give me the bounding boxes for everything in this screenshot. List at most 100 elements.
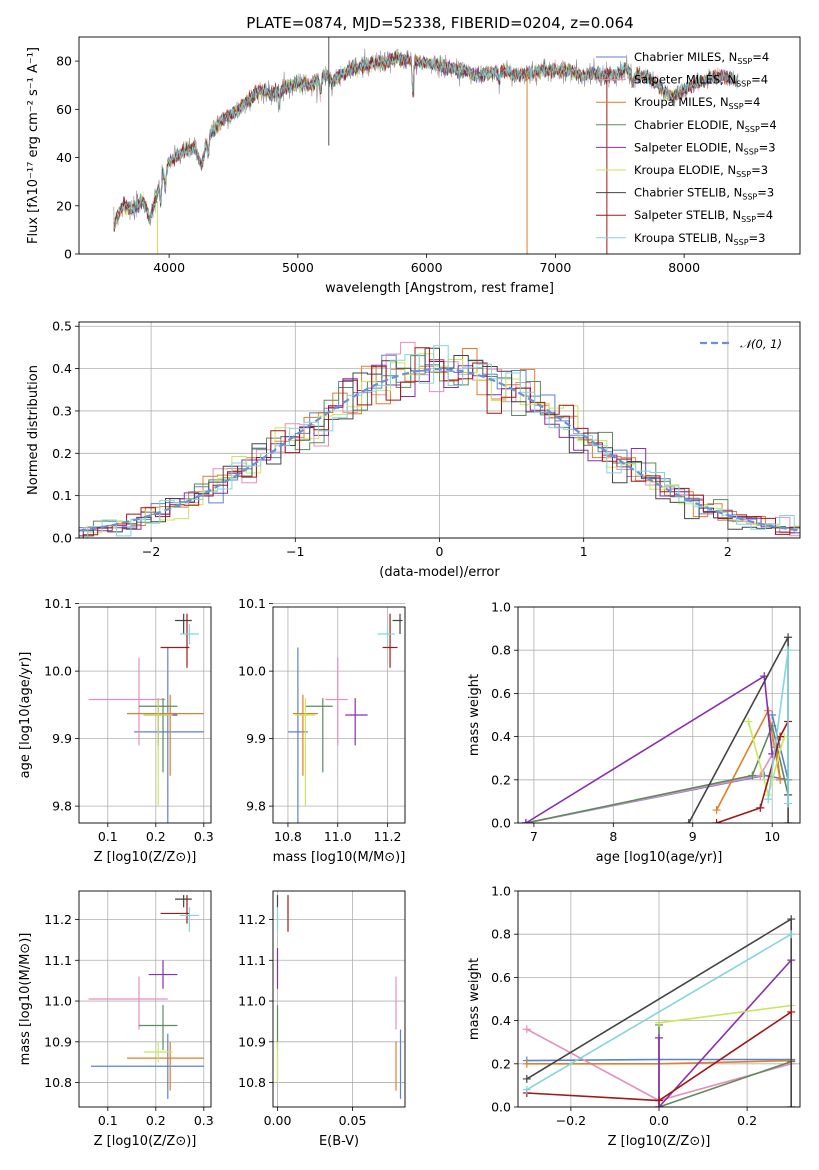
errorbar-salpeter-miles (325, 657, 348, 746)
legend-label-tail: =4 (756, 208, 773, 222)
legend-label-text: Kroupa MILES, N (634, 95, 729, 109)
y-tick-label: 0.4 (491, 729, 511, 744)
y-tick-label: 10.0 (238, 664, 266, 679)
legend-label-sub: SSP (729, 102, 744, 111)
plot-area-mass-vs-Z (88, 895, 204, 1099)
ticks-age-vs-Z: 0.1 0.2 0.3 9.8 9.9 10.0 10.1 (44, 596, 214, 844)
y-tick-label: 0.8 (491, 927, 511, 942)
plot-area-residuals (79, 341, 800, 538)
histogram-kroupa-stelib (87, 345, 800, 538)
x-axis-label: wavelength [Angstrom, rest frame] (325, 281, 554, 296)
plot-area-age-vs-mass (287, 613, 403, 823)
x-tick-label: −1 (286, 544, 304, 559)
x-tick-label: 0.1 (98, 829, 118, 844)
legend-label-sub: SSP (744, 147, 759, 156)
axes-spectrum: 4000 5000 6000 7000 8000 0 20 40 60 80 wavelength … (26, 36, 801, 296)
y-tick-label: 0.2 (491, 1056, 511, 1071)
errorbar-salpeter-miles (88, 657, 166, 746)
y-tick-label: 10.8 (44, 1075, 72, 1090)
legend-label-tail: =4 (760, 118, 777, 132)
residuals-legend: 𝒩(0, 1) (700, 337, 782, 351)
axes-weight-vs-Z: −0.2 0.0 0.2 0.0 0.2 0.4 0.6 0.8 1.0 Z [log10(Z/Z… (467, 884, 801, 1149)
y-tick-label: 20 (56, 198, 72, 213)
legend-label-chabrier-elodie: Chabrier ELODIE, NSSP=4 (634, 118, 777, 134)
y-axis-label: Flux [fλ10⁻¹⁷ erg cm⁻² s⁻¹ A⁻¹] (26, 47, 41, 244)
x-tick-label: 0.00 (264, 1113, 292, 1128)
weight-line (715, 708, 781, 811)
y-tick-label: 0.2 (491, 772, 511, 787)
errorbar-kroupa-stelib (377, 623, 396, 645)
y-tick-label: 0.5 (52, 319, 72, 334)
x-tick-label: 11.0 (324, 829, 352, 844)
model-line-kroupa-stelib (113, 55, 739, 230)
weight-point (784, 633, 793, 642)
errorbar-chabrier-miles (91, 1033, 204, 1099)
axes-frame (78, 890, 212, 1108)
weight-point (712, 806, 721, 815)
x-tick-label: 0.2 (737, 1113, 757, 1128)
errorbar-kroupa-stelib (179, 623, 199, 645)
x-tick-label: 8000 (668, 260, 700, 275)
x-tick-label: 0.0 (649, 1113, 669, 1128)
weight-point (756, 803, 765, 812)
legend-label-tail: =4 (752, 50, 769, 64)
weight-point (684, 819, 693, 823)
legend-label-text: Chabrier MILES, N (634, 50, 737, 64)
weight-series-kroupa-stelib (522, 930, 796, 1094)
legend-label-tail: =3 (751, 163, 768, 177)
x-tick-label: 4000 (153, 260, 185, 275)
legend-label-sub: SSP (736, 80, 751, 89)
ticks-residuals: −2 −1 0 1 2 0.0 0.1 0.2 0.3 0.4 0.5 (52, 319, 732, 559)
errorbar-kroupa-elodie (143, 698, 173, 807)
y-tick-label: 10.1 (44, 596, 72, 611)
y-tick-label: 10.9 (44, 1034, 72, 1049)
histogram-chabrier-stelib (79, 347, 800, 538)
legend-label-normal: 𝒩(0, 1) (740, 337, 782, 351)
errorbar-salpeter-elodie (345, 698, 368, 746)
y-axis-label: mass weight (467, 674, 482, 756)
y-tick-label: 0.6 (491, 686, 511, 701)
x-axis-label: mass [log10(M/M⊙)] (273, 850, 406, 865)
x-tick-label: 6000 (411, 260, 443, 275)
ticks-spectrum: 4000 5000 6000 7000 8000 0 20 40 60 80 (56, 54, 700, 275)
ticks-age-vs-mass: 10.8 11.0 11.2 9.8 9.9 10.0 10.1 (238, 596, 401, 844)
x-tick-label: 0.2 (146, 1113, 166, 1128)
legend-label-kroupa-stelib: Kroupa STELIB, NSSP=3 (634, 231, 765, 247)
y-tick-label: 1.0 (491, 600, 511, 615)
errorbar-salpeter-miles (88, 976, 168, 1030)
legend-label-tail: =4 (751, 73, 768, 87)
y-tick-label: 10.1 (238, 596, 266, 611)
y-tick-label: 10.9 (238, 1034, 266, 1049)
errorbar-kroupa-stelib (179, 907, 199, 932)
weight-point (521, 819, 530, 823)
weight-series-kroupa-stelib (764, 646, 793, 808)
errorbar-chabrier-elodie (305, 698, 333, 773)
ticks-weight-vs-age: 7 8 9 10 0.0 0.2 0.4 0.6 0.8 1.0 (491, 600, 780, 845)
plot-area-weight-vs-age (521, 633, 793, 823)
model-line-salpeter-stelib (113, 53, 739, 232)
y-tick-label: 9.9 (52, 731, 72, 746)
legend-label-tail: =4 (744, 95, 761, 109)
legend-label-tail: =3 (749, 231, 766, 245)
errorbar-chabrier-stelib (175, 613, 192, 634)
y-tick-label: 0.1 (52, 488, 72, 503)
y-tick-label: 9.9 (246, 731, 266, 746)
y-tick-label: 0.4 (52, 361, 72, 376)
x-tick-label: 9 (689, 829, 697, 844)
legend-label-kroupa-miles: Kroupa MILES, NSSP=4 (634, 95, 760, 111)
ticks-mass-vs-Z: 0.1 0.2 0.3 10.8 10.9 11.0 11.1 11.2 (44, 912, 214, 1128)
y-tick-label: 9.8 (246, 799, 266, 814)
ticks-weight-vs-Z: −0.2 0.0 0.2 0.0 0.2 0.4 0.6 0.8 1.0 (491, 884, 757, 1129)
x-axis-label: Z [log10(Z/Z⊙)] (94, 1134, 197, 1149)
y-tick-label: 10.0 (44, 664, 72, 679)
weight-series-chabrier-stelib (522, 915, 796, 1107)
x-axis-label: Z [log10(Z/Z⊙)] (608, 1134, 711, 1149)
weight-point (764, 795, 773, 804)
x-tick-label: 7000 (539, 260, 571, 275)
legend-label-sub: SSP (742, 193, 757, 202)
legend-label-tail: =3 (759, 140, 776, 154)
errorbar-salpeter-stelib (160, 613, 190, 668)
x-tick-label: 10 (764, 829, 780, 844)
x-tick-label: 0 (436, 544, 444, 559)
